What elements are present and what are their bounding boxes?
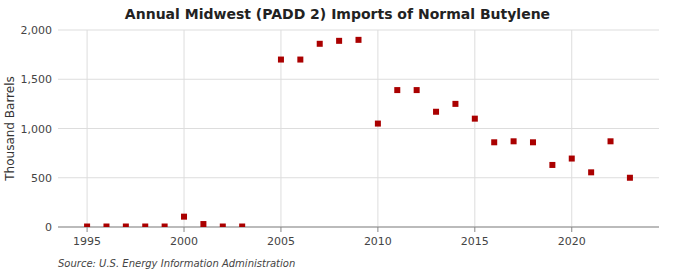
y-tick-label: 2,000: [21, 24, 53, 37]
y-tick-label: 1,500: [21, 73, 53, 86]
point: [452, 101, 458, 107]
point: [142, 224, 148, 227]
x-grid-line: [184, 30, 185, 227]
point: [200, 221, 206, 227]
y-tick-label: 1,000: [21, 123, 53, 136]
point: [239, 224, 245, 227]
source-note: Source: U.S. Energy Information Administ…: [58, 258, 295, 269]
grid: [58, 30, 659, 227]
point: [278, 57, 284, 63]
x-tick-label: 2010: [364, 235, 392, 248]
point: [103, 224, 109, 227]
point: [433, 109, 439, 115]
y-tick-label: 500: [31, 172, 52, 185]
point: [220, 224, 226, 227]
x-tick: [280, 227, 281, 232]
x-tick-label: 2015: [461, 235, 489, 248]
y-grid-line: [58, 128, 659, 129]
point: [627, 175, 633, 181]
x-grid-line: [571, 30, 572, 227]
point: [414, 87, 420, 93]
x-tick: [87, 227, 88, 232]
x-tick-label: 2005: [267, 235, 295, 248]
x-grid-line: [87, 30, 88, 227]
point: [491, 139, 497, 145]
point: [375, 121, 381, 127]
axes: 0 500 1,000 1,500 2,000 1995 2000 2005 2010 2015 2…: [21, 24, 660, 248]
x-grid-line: [474, 30, 475, 227]
x-tick: [571, 227, 572, 232]
point: [356, 37, 362, 43]
x-tick-label: 2020: [558, 235, 586, 248]
x-tick-label: 1995: [73, 235, 101, 248]
point: [123, 224, 129, 227]
background: [0, 0, 675, 275]
point: [394, 87, 400, 93]
point: [549, 162, 555, 168]
x-tick: [184, 227, 185, 232]
point: [181, 214, 187, 220]
point: [608, 138, 614, 144]
point: [588, 169, 594, 175]
title: Annual Midwest (PADD 2) Imports of Norma…: [125, 6, 550, 22]
x-tick-label: 2000: [170, 235, 198, 248]
point: [336, 38, 342, 44]
y-grid-line: [58, 79, 659, 80]
y-grid-line: [58, 30, 659, 31]
y-axis-label: Thousand Barrels: [3, 76, 17, 181]
point: [317, 41, 323, 47]
point: [162, 224, 168, 227]
point: [297, 57, 303, 63]
chart: Annual Midwest (PADD 2) Imports of Norma…: [0, 0, 675, 275]
points: [84, 37, 633, 227]
x-grid-line: [377, 30, 378, 227]
point: [84, 224, 90, 227]
x-tick: [377, 227, 378, 232]
point: [569, 156, 575, 162]
y-grid-line: [58, 177, 659, 178]
y-tick-label: 0: [45, 221, 52, 234]
x-tick: [474, 227, 475, 232]
point: [472, 116, 478, 122]
point: [530, 139, 536, 145]
point: [511, 138, 517, 144]
